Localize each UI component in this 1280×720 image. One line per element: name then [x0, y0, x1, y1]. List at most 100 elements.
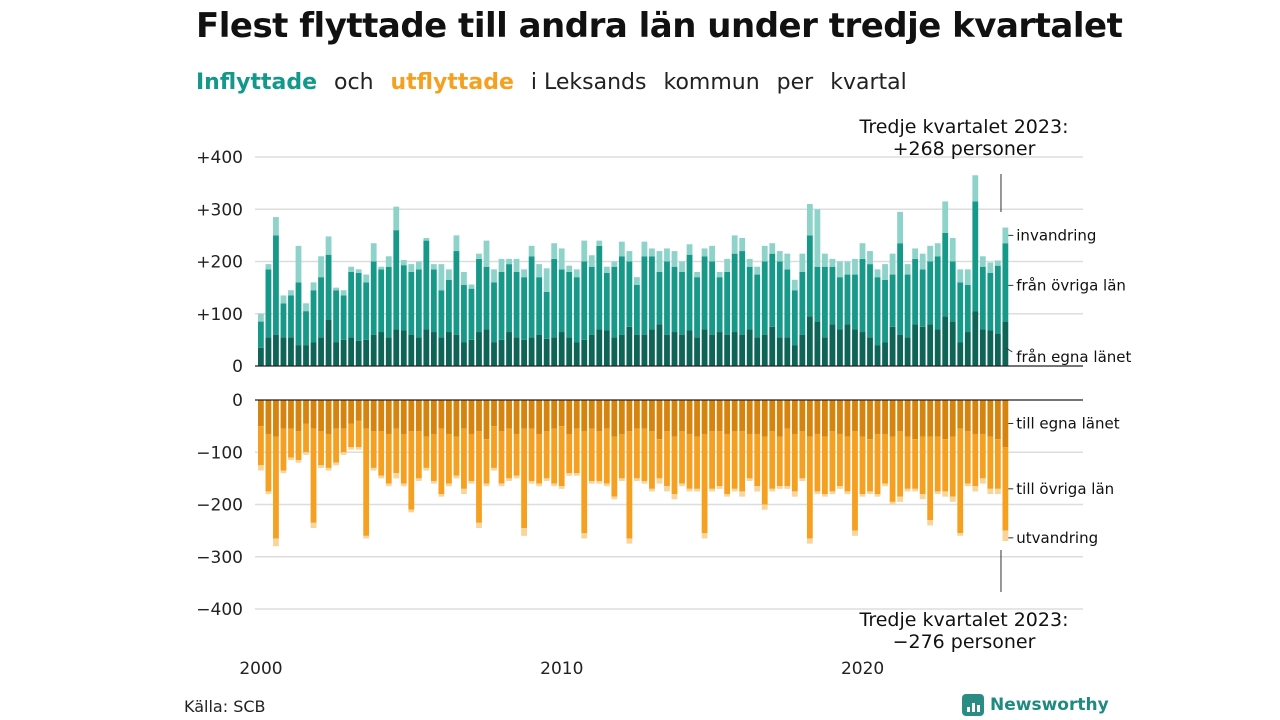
bar-out-2 — [573, 473, 580, 476]
bar-in-1 — [393, 230, 400, 330]
source-note: Källa: SCB — [184, 697, 266, 716]
bar-out-0 — [754, 400, 761, 434]
bar-in-0 — [551, 337, 558, 366]
bar-out-1 — [363, 428, 370, 536]
bar-out-0 — [784, 400, 791, 429]
bar-in-2 — [573, 269, 580, 278]
bar-out-2 — [513, 475, 520, 479]
bar-in-2 — [618, 241, 625, 257]
bar-in-2 — [686, 244, 693, 255]
bar-in-2 — [889, 253, 896, 275]
bar-out-1 — [618, 433, 625, 479]
bar-out-2 — [603, 483, 610, 487]
bar-out-2 — [656, 478, 663, 484]
bar-in-0 — [483, 329, 490, 366]
y-tick-label: +100 — [196, 305, 243, 325]
annotation-top-line1: Tredje kvartalet 2023: — [859, 116, 1069, 138]
bar-in-2 — [701, 248, 708, 257]
bar-in-1 — [837, 277, 843, 330]
bar-in-1 — [679, 271, 685, 335]
bar-in-1 — [731, 253, 738, 333]
bar-in-2 — [882, 264, 888, 280]
bar-in-1 — [1002, 243, 1009, 322]
series-label: till egna länet — [1016, 415, 1119, 433]
bar-in-2 — [483, 240, 490, 267]
bar-out-0 — [957, 400, 964, 429]
bar-in-0 — [874, 345, 881, 366]
bar-out-2 — [385, 483, 392, 487]
bar-out-1 — [521, 428, 527, 529]
bar-in-2 — [994, 260, 1001, 266]
bar-out-0 — [716, 400, 723, 432]
bar-in-0 — [596, 329, 603, 366]
bar-in-1 — [476, 258, 482, 333]
bar-out-1 — [288, 428, 294, 458]
bar-out-0 — [551, 400, 558, 429]
bar-in-1 — [408, 271, 415, 335]
bar-in-2 — [942, 201, 949, 233]
bar-in-0 — [408, 334, 415, 366]
bar-in-2 — [934, 243, 941, 257]
bar-in-2 — [513, 258, 520, 272]
bar-out-2 — [453, 475, 460, 479]
bar-in-2 — [634, 277, 640, 286]
bar-out-1 — [822, 436, 828, 495]
bar-in-1 — [686, 254, 693, 331]
bar-out-1 — [776, 436, 783, 487]
bar-in-1 — [596, 245, 603, 330]
bar-in-2 — [679, 261, 685, 272]
bar-out-0 — [656, 400, 663, 440]
subtitle-rest-1: i Leksands — [530, 70, 647, 95]
bar-out-2 — [829, 491, 836, 495]
bar-in-1 — [791, 290, 798, 346]
bar-out-2 — [784, 486, 791, 489]
bar-out-0 — [686, 400, 693, 434]
bar-in-1 — [957, 282, 964, 343]
bar-in-2 — [641, 241, 648, 257]
bar-out-2 — [679, 483, 685, 487]
bar-out-1 — [649, 431, 655, 489]
bar-out-2 — [430, 480, 437, 484]
bar-in-2 — [370, 243, 377, 262]
bar-out-1 — [340, 428, 347, 453]
bar-in-2 — [852, 258, 858, 275]
bar-out-0 — [694, 400, 700, 437]
bar-in-2 — [378, 266, 385, 270]
bar-out-1 — [318, 431, 324, 466]
bar-out-2 — [461, 488, 467, 495]
x-tick-label: 2000 — [239, 659, 282, 679]
bar-out-1 — [979, 433, 986, 479]
bar-in-2 — [363, 274, 370, 283]
bar-in-2 — [288, 290, 294, 296]
bar-out-0 — [483, 400, 490, 440]
bar-out-2 — [273, 538, 279, 547]
bar-out-1 — [912, 439, 919, 489]
bar-in-1 — [874, 277, 881, 346]
bar-out-1 — [355, 420, 362, 448]
bar-out-2 — [288, 457, 294, 461]
bar-in-0 — [348, 337, 355, 366]
bar-out-2 — [859, 494, 866, 497]
bar-out-1 — [453, 436, 460, 476]
bar-out-0 — [566, 400, 573, 434]
bar-out-2 — [837, 486, 843, 489]
bar-in-0 — [641, 334, 648, 366]
bar-out-2 — [348, 447, 355, 450]
bar-out-0 — [453, 400, 460, 437]
bar-in-1 — [867, 264, 873, 338]
bar-in-2 — [784, 253, 791, 270]
bar-in-1 — [799, 271, 806, 335]
bar-out-1 — [656, 439, 663, 479]
bar-out-1 — [400, 433, 407, 484]
bar-out-0 — [874, 400, 881, 434]
y-tick-label: −200 — [196, 496, 243, 516]
bar-in-1 — [438, 290, 445, 338]
bar-out-1 — [513, 433, 520, 476]
bar-out-0 — [979, 400, 986, 434]
bar-in-0 — [829, 324, 836, 366]
bar-out-1 — [588, 428, 595, 481]
bar-out-1 — [303, 423, 309, 453]
bar-out-0 — [385, 400, 392, 434]
bar-out-2 — [408, 509, 415, 513]
